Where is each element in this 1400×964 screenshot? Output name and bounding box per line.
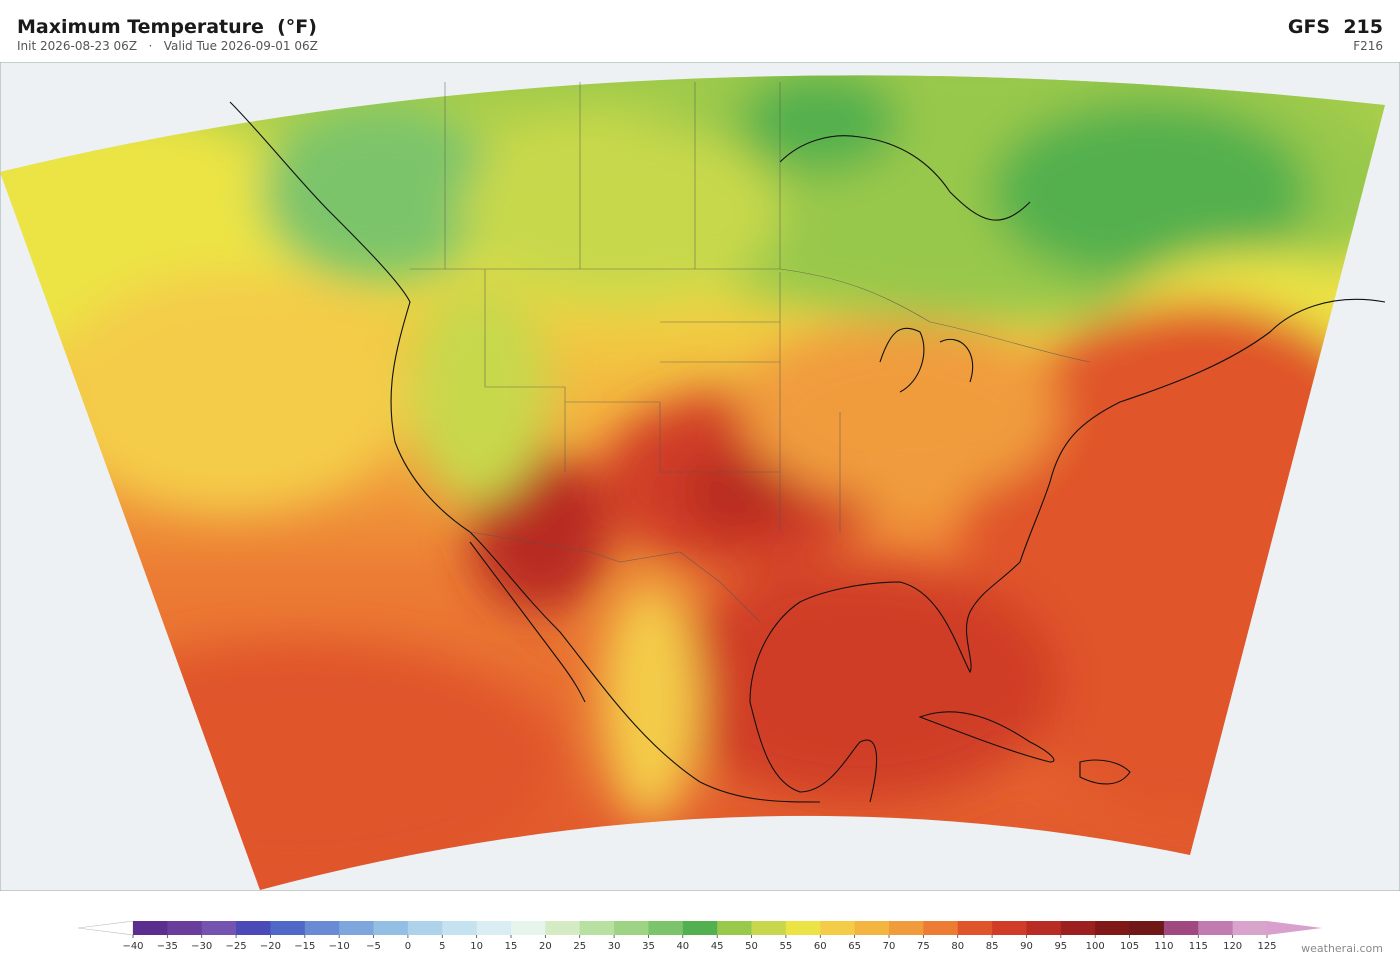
colorbar-tick-label: 100 xyxy=(1086,941,1105,952)
title: Maximum Temperature (°F) xyxy=(17,16,317,38)
colorbar-bin xyxy=(1163,921,1199,935)
borders xyxy=(410,82,1091,623)
colorbar-tick-label: 75 xyxy=(917,941,930,952)
colorbar-tick-label: −35 xyxy=(157,941,178,952)
colorbar-bin xyxy=(785,921,821,935)
colorbar-bin xyxy=(270,921,306,935)
colorbar-bin xyxy=(889,921,924,935)
colorbar-bin xyxy=(992,921,1027,935)
colorbar-bin xyxy=(1060,921,1096,935)
colorbar-bin xyxy=(407,921,443,935)
coastlines xyxy=(229,101,1386,803)
colorbar-tick-label: 45 xyxy=(711,941,724,952)
colorbar-bin xyxy=(167,921,203,935)
colorbar-bin xyxy=(1095,921,1130,935)
subtitle: Init 2026-08-23 06Z · Valid Tue 2026-09-… xyxy=(17,39,318,53)
colorbar-tick-label: −25 xyxy=(226,941,247,952)
colorbar-tick-label: 110 xyxy=(1154,941,1173,952)
colorbar-tick-label: 85 xyxy=(986,941,999,952)
colorbar-tick-label: −40 xyxy=(122,941,143,952)
colorbar-tick-label: 35 xyxy=(642,941,655,952)
colorbar-bin xyxy=(854,921,890,935)
colorbar-tick-label: 90 xyxy=(1020,941,1033,952)
model-label: GFS 215 xyxy=(1287,16,1383,38)
colorbar-bin xyxy=(133,921,168,935)
colorbar-bin xyxy=(304,921,340,935)
colorbar-bin xyxy=(511,921,546,935)
colorbar-bin xyxy=(1198,921,1234,935)
colorbar-bin xyxy=(579,921,615,935)
colorbar-bin xyxy=(682,921,718,935)
colorbar-tick-label: 10 xyxy=(470,941,483,952)
colorbar-tick-label: −30 xyxy=(191,941,212,952)
map xyxy=(0,62,1400,891)
colorbar-tick-label: 80 xyxy=(951,941,964,952)
colorbar-bin xyxy=(820,921,856,935)
colorbar-tick-label: 55 xyxy=(780,941,793,952)
colorbar-tick-label: 70 xyxy=(883,941,896,952)
colorbar-tick-label: 60 xyxy=(814,941,827,952)
colorbar-tick-label: 125 xyxy=(1257,941,1276,952)
colorbar-bin xyxy=(442,921,478,935)
colorbar-tick-label: 115 xyxy=(1189,941,1208,952)
colorbar-bin xyxy=(648,921,684,935)
colorbar-under xyxy=(77,920,134,936)
colorbar-tick-label: −20 xyxy=(260,941,281,952)
colorbar-bin xyxy=(717,921,752,935)
colorbar-bin xyxy=(373,921,409,935)
colorbar-bin xyxy=(545,921,581,935)
colorbar-tick-label: 50 xyxy=(745,941,758,952)
colorbar-over xyxy=(1267,921,1322,935)
colorbar-tick-label: 5 xyxy=(439,941,445,952)
colorbar-tick-label: 95 xyxy=(1054,941,1067,952)
colorbar-bin xyxy=(923,921,959,935)
colorbar-tick-label: 105 xyxy=(1120,941,1139,952)
temperature-field xyxy=(0,75,1385,890)
colorbar-tick-label: −5 xyxy=(366,941,381,952)
colorbar-tick-label: 20 xyxy=(539,941,552,952)
colorbar-bin xyxy=(1026,921,1062,935)
colorbar-tick-label: 25 xyxy=(573,941,586,952)
forecast-hour: F216 xyxy=(1353,39,1383,53)
credit: weatherai.com xyxy=(1301,942,1383,955)
colorbar-tick-label: 0 xyxy=(405,941,411,952)
colorbar-tick-label: 120 xyxy=(1223,941,1242,952)
colorbar-tick-label: 40 xyxy=(676,941,689,952)
colorbar: −40 −35 −30 −25 −20 −15 −10 −5 0 5 10 15 20 25 30 35 40 4… xyxy=(77,920,1322,952)
colorbar-bin xyxy=(201,921,237,935)
colorbar-bin xyxy=(476,921,512,935)
colorbar-tick-label: 15 xyxy=(505,941,518,952)
colorbar-bin xyxy=(751,921,787,935)
colorbar-bin xyxy=(614,921,649,935)
colorbar-bin xyxy=(957,921,993,935)
colorbar-bin xyxy=(1129,921,1165,935)
colorbar-bin xyxy=(236,921,271,935)
colorbar-tick-label: −15 xyxy=(294,941,315,952)
colorbar-tick-label: −10 xyxy=(329,941,350,952)
colorbar-bin xyxy=(1232,921,1268,935)
colorbar-tick-label: 65 xyxy=(848,941,861,952)
colorbar-tick-label: 30 xyxy=(608,941,621,952)
colorbar-bin xyxy=(339,921,374,935)
